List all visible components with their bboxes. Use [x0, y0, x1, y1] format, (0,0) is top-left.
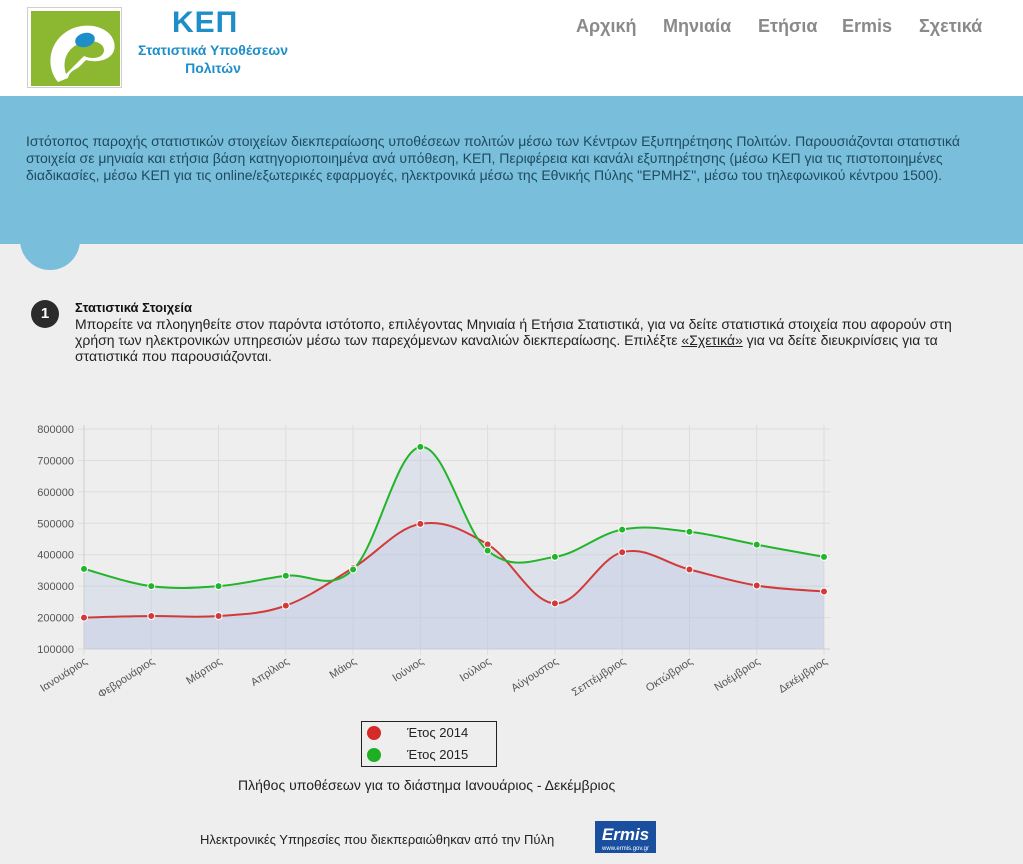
- data-point: [80, 613, 88, 622]
- x-tick-label: Νοέμβριος: [712, 655, 762, 693]
- legend-item-2015[interactable]: Έτος 2015: [362, 744, 498, 766]
- step-text-after: για να δείτε διευκρινίσεις για τα στατισ…: [75, 332, 938, 364]
- x-tick-label: Δεκέμβριος: [777, 655, 830, 695]
- intro-text: Ιστότοπος παροχής στατιστικών στοιχείων …: [26, 133, 960, 183]
- data-point: [214, 582, 223, 591]
- line-chart: 800000 700000 600000 500000 400000 300000 2000…: [37, 424, 830, 701]
- ermis-logo-url: www.ermis.gov.gr: [601, 846, 649, 852]
- kep-logo[interactable]: [27, 7, 122, 88]
- data-point: [685, 527, 694, 536]
- data-point: [618, 548, 627, 557]
- y-tick-label: 600000: [37, 487, 74, 499]
- chart-caption: Πλήθος υποθέσεων για το διάστημα Ιανουάρ…: [238, 777, 616, 793]
- data-point: [685, 565, 694, 574]
- data-point: [752, 540, 761, 549]
- y-tick-label: 500000: [37, 518, 74, 530]
- data-point: [80, 564, 88, 573]
- series-area-1: [84, 446, 824, 649]
- data-point: [147, 612, 156, 620]
- step-description: Μπορείτε να πλοηγηθείτε στον παρόντα ιστ…: [75, 316, 975, 364]
- legend-marker-2014: [367, 726, 381, 740]
- data-point: [416, 442, 425, 451]
- y-tick-label: 700000: [37, 455, 74, 467]
- data-point: [281, 571, 290, 580]
- legend-item-2014[interactable]: Έτος 2014: [362, 722, 498, 744]
- y-tick-label: 300000: [37, 581, 74, 593]
- chart-points: [80, 442, 828, 622]
- x-tick-label: Φεβρουάριος: [96, 655, 157, 700]
- nav-yearly[interactable]: Ετήσια: [758, 16, 818, 36]
- data-point: [483, 546, 492, 555]
- data-point: [820, 587, 828, 596]
- x-tick-label: Αύγουστος: [509, 655, 560, 694]
- data-point: [752, 581, 761, 590]
- banner-decoration: [20, 210, 80, 270]
- y-tick-label: 200000: [37, 613, 74, 625]
- about-link[interactable]: «Σχετικά»: [681, 332, 743, 348]
- step-text-before: Μπορείτε να πλοηγηθείτε στον παρόντα ιστ…: [75, 316, 952, 348]
- nav-ermis[interactable]: Ermis: [842, 16, 893, 36]
- footer-text: Ηλεκτρονικές Υπηρεσίες που διεκπεραιώθηκ…: [200, 832, 555, 847]
- x-tick-label: Ιούλιος: [458, 655, 494, 684]
- x-tick-label: Μάρτιος: [184, 655, 224, 687]
- data-point: [618, 525, 627, 534]
- chart-area-fill: [84, 446, 824, 649]
- x-tick-label: Ιούνιος: [390, 655, 426, 684]
- brand-title: ΚΕΠ: [172, 6, 239, 39]
- x-tick-label: Σεπτέμβριος: [570, 655, 628, 698]
- legend-label-2014: Έτος 2014: [407, 725, 469, 740]
- y-tick-label: 400000: [37, 550, 74, 562]
- data-point: [147, 582, 156, 591]
- chart-legend: Έτος 2014 Έτος 2015: [361, 721, 497, 767]
- x-tick-label: Οκτώβριος: [644, 655, 695, 694]
- data-point: [416, 519, 425, 528]
- intro-banner: Ιστότοπος παροχής στατιστικών στοιχείων …: [0, 96, 1023, 244]
- nav-monthly[interactable]: Μηνιαία: [663, 16, 732, 36]
- nav-about[interactable]: Σχετικά: [919, 16, 983, 36]
- y-tick-label: 100000: [37, 644, 74, 656]
- data-point: [281, 601, 290, 610]
- series-area-0: [84, 522, 824, 649]
- kep-logo-icon: [28, 8, 121, 87]
- data-point: [820, 552, 828, 561]
- data-point: [550, 599, 559, 608]
- x-tick-label: Μάιος: [328, 655, 359, 681]
- step-title: Στατιστικά Στοιχεία: [75, 300, 192, 315]
- brand-subtitle: Στατιστικά Υποθέσεων Πολιτών: [137, 42, 288, 76]
- step-number-badge: 1: [31, 300, 59, 328]
- x-tick-label: Απρίλιος: [249, 655, 292, 688]
- y-tick-label: 800000: [37, 424, 74, 436]
- site-header: ΚΕΠ Στατιστικά Υποθέσεων Πολιτών Αρχική …: [0, 0, 1023, 96]
- x-tick-label: Ιανουάριος: [38, 655, 89, 694]
- nav-home[interactable]: Αρχική: [576, 16, 637, 36]
- chart-grid: [78, 425, 830, 655]
- legend-label-2015: Έτος 2015: [407, 747, 469, 762]
- legend-marker-2015: [367, 748, 381, 762]
- data-point: [349, 565, 358, 574]
- data-point: [550, 552, 559, 561]
- ermis-logo-text: Ermis: [602, 825, 649, 844]
- data-point: [214, 612, 223, 620]
- ermis-logo[interactable]: Ermis www.ermis.gov.gr: [595, 821, 656, 853]
